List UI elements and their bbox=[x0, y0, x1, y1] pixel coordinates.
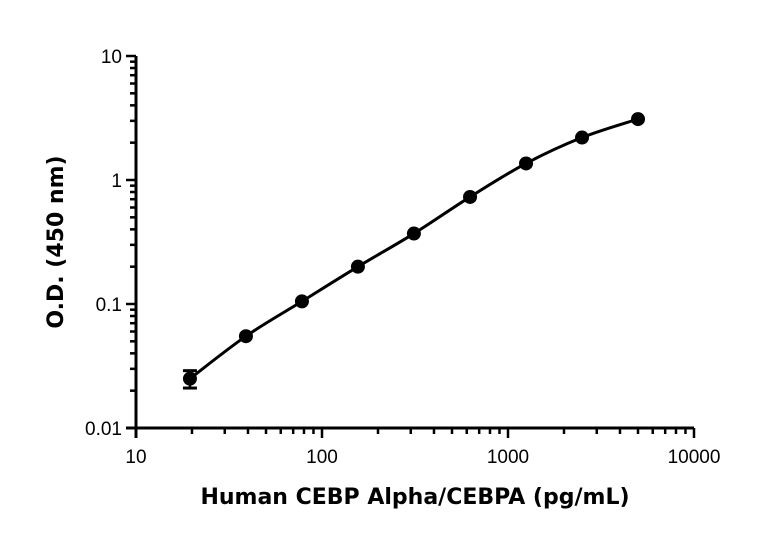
x-axis-title: Human CEBP Alpha/CEBPA (pg/mL) bbox=[200, 485, 629, 510]
fit-curve bbox=[189, 117, 639, 380]
y-tick-label: 0.01 bbox=[85, 419, 122, 440]
x-tick-label: 1000 bbox=[487, 447, 529, 468]
data-point bbox=[182, 371, 197, 386]
data-point bbox=[575, 130, 590, 145]
y-tick-label: 0.1 bbox=[96, 295, 122, 316]
data-point bbox=[294, 294, 309, 309]
data-point bbox=[238, 329, 253, 344]
data-point bbox=[631, 112, 646, 127]
data-points bbox=[182, 112, 646, 390]
x-tick-label: 100 bbox=[306, 447, 338, 468]
y-tick-label: 10 bbox=[101, 47, 122, 68]
data-point bbox=[406, 226, 421, 241]
data-point bbox=[463, 189, 478, 204]
y-axis-title: O.D. (450 nm) bbox=[44, 155, 69, 328]
x-axis: 10 100 1000 10000 bbox=[125, 426, 721, 468]
x-tick-label: 10000 bbox=[668, 447, 721, 468]
y-tick-label: 1 bbox=[111, 171, 122, 192]
y-axis: 0.01 0.1 1 10 bbox=[85, 47, 138, 440]
data-point bbox=[519, 156, 534, 171]
x-tick-label: 10 bbox=[125, 447, 146, 468]
data-point bbox=[350, 259, 365, 274]
